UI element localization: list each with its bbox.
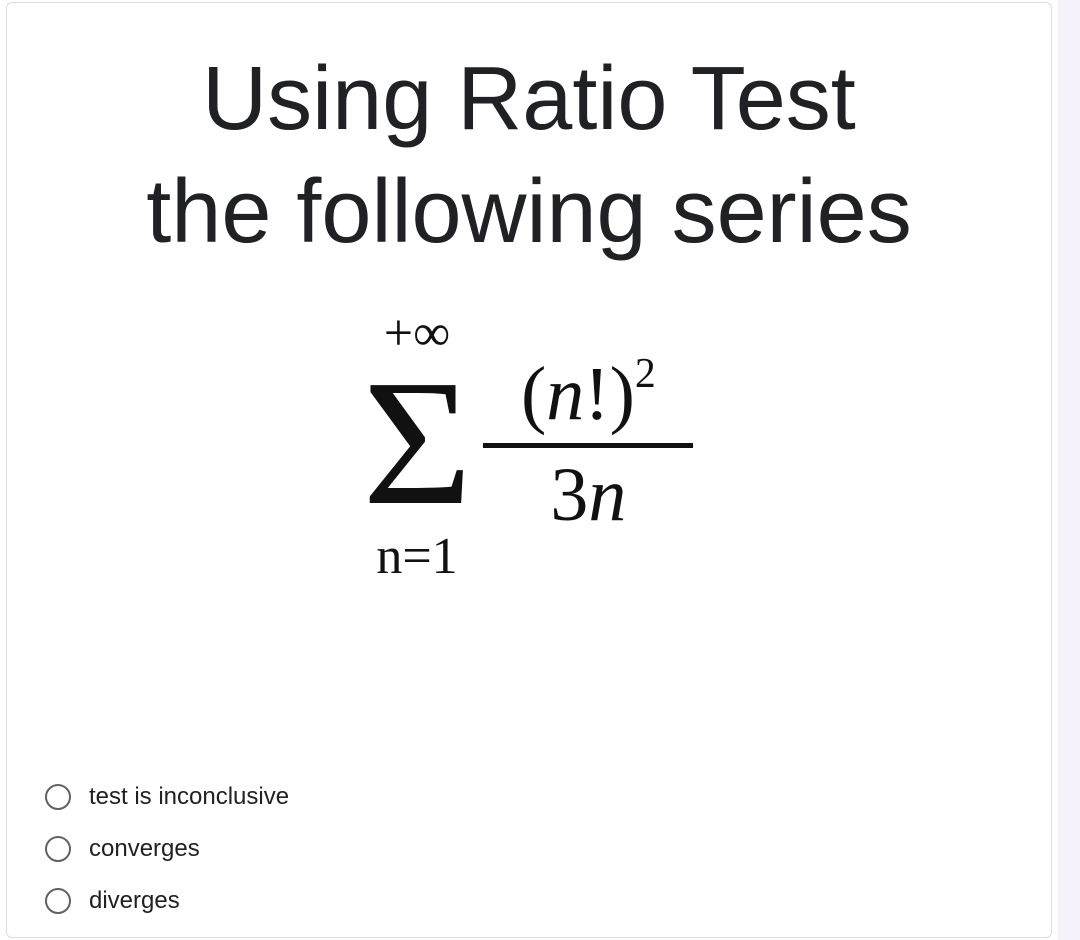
option-label: converges	[89, 835, 200, 863]
var-n: n	[588, 453, 626, 537]
fraction-bar	[483, 443, 693, 448]
page: Using Ratio Test the following series +∞…	[0, 0, 1080, 940]
lparen: (	[521, 352, 546, 436]
numerator: (n!)2	[513, 353, 664, 437]
coeff-3: 3	[550, 453, 588, 537]
radio-icon[interactable]	[45, 836, 71, 862]
rparen: )	[610, 352, 635, 436]
formula: +∞ Σ n=1 (n!)2 3n	[7, 308, 1051, 583]
answer-options: test is inconclusive converges diverges	[45, 783, 289, 915]
option-diverges[interactable]: diverges	[45, 887, 289, 915]
option-converges[interactable]: converges	[45, 835, 289, 863]
question-line-1: Using Ratio Test	[7, 43, 1051, 156]
question-card: Using Ratio Test the following series +∞…	[6, 2, 1052, 938]
option-inconclusive[interactable]: test is inconclusive	[45, 783, 289, 811]
exponent: 2	[635, 351, 656, 397]
sigma-stack: +∞ Σ n=1	[365, 308, 470, 583]
factorial: !	[584, 352, 609, 436]
option-label: diverges	[89, 887, 180, 915]
var-n: n	[546, 352, 584, 436]
radio-icon[interactable]	[45, 784, 71, 810]
sigma-glyph: Σ	[362, 366, 472, 519]
sigma-symbol: Σ	[365, 366, 470, 519]
radio-icon[interactable]	[45, 888, 71, 914]
summation: +∞ Σ n=1 (n!)2 3n	[365, 308, 694, 583]
side-strip	[1058, 0, 1080, 940]
question-text: Using Ratio Test the following series	[7, 3, 1051, 268]
question-line-2: the following series	[7, 156, 1051, 269]
denominator: 3n	[542, 454, 634, 538]
fraction: (n!)2 3n	[483, 353, 693, 537]
option-label: test is inconclusive	[89, 783, 289, 811]
